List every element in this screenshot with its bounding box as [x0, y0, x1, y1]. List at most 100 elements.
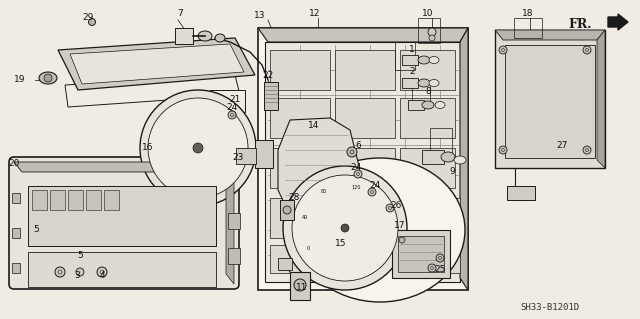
Bar	[335, 50, 395, 90]
Text: 11: 11	[296, 284, 308, 293]
Circle shape	[399, 237, 405, 243]
Text: 2: 2	[409, 68, 415, 77]
Ellipse shape	[429, 56, 439, 63]
Bar	[278, 258, 292, 270]
Bar	[12, 193, 20, 203]
Text: 9: 9	[449, 167, 455, 176]
Text: 14: 14	[308, 122, 320, 130]
Text: FR.: FR.	[568, 18, 592, 31]
Circle shape	[294, 279, 306, 291]
Bar	[398, 236, 444, 272]
Text: 80: 80	[321, 189, 327, 194]
Bar	[175, 28, 193, 44]
Ellipse shape	[422, 101, 434, 109]
Ellipse shape	[454, 156, 466, 164]
Bar	[264, 82, 278, 110]
Polygon shape	[460, 28, 468, 290]
Polygon shape	[70, 44, 244, 84]
Circle shape	[499, 146, 507, 154]
Polygon shape	[65, 75, 240, 107]
Circle shape	[583, 46, 591, 54]
Text: 24: 24	[227, 103, 237, 113]
Text: 120: 120	[351, 185, 360, 190]
Circle shape	[97, 267, 107, 277]
Bar	[392, 230, 450, 278]
Bar	[430, 128, 452, 156]
Text: 16: 16	[142, 144, 154, 152]
Text: 26: 26	[390, 202, 402, 211]
Ellipse shape	[435, 101, 445, 108]
Bar	[400, 98, 455, 138]
FancyBboxPatch shape	[9, 157, 239, 289]
Text: 18: 18	[522, 10, 534, 19]
Ellipse shape	[429, 79, 439, 86]
Bar	[335, 198, 460, 238]
Bar	[28, 252, 216, 287]
Circle shape	[283, 206, 291, 214]
Circle shape	[368, 188, 376, 196]
Bar	[50, 190, 65, 210]
Polygon shape	[278, 118, 360, 220]
Bar	[495, 30, 605, 168]
Bar	[402, 78, 418, 88]
Text: 4: 4	[99, 271, 105, 279]
Circle shape	[428, 264, 436, 272]
Bar	[270, 245, 330, 273]
Bar	[255, 140, 273, 168]
Circle shape	[499, 46, 507, 54]
Bar	[270, 50, 330, 90]
Text: 25: 25	[435, 265, 445, 275]
Circle shape	[428, 28, 436, 36]
Bar	[270, 148, 330, 188]
Polygon shape	[495, 30, 605, 40]
Ellipse shape	[441, 152, 455, 162]
Bar	[290, 272, 310, 300]
Bar	[236, 148, 256, 164]
Bar	[400, 148, 455, 188]
Bar	[395, 42, 415, 70]
Text: 1: 1	[409, 46, 415, 55]
Circle shape	[193, 143, 203, 153]
Text: 12: 12	[309, 10, 321, 19]
Bar	[505, 45, 595, 158]
Polygon shape	[14, 162, 234, 172]
Polygon shape	[258, 28, 468, 42]
Bar	[32, 190, 47, 210]
Circle shape	[341, 224, 349, 232]
Text: 22: 22	[262, 71, 274, 80]
Bar	[335, 245, 460, 273]
Text: 6: 6	[355, 140, 361, 150]
Text: 5: 5	[77, 251, 83, 261]
Circle shape	[55, 267, 65, 277]
Text: 15: 15	[335, 240, 347, 249]
Text: 40: 40	[301, 215, 308, 219]
Text: 17: 17	[394, 221, 406, 231]
Ellipse shape	[215, 34, 225, 42]
Text: 5: 5	[33, 226, 39, 234]
Bar	[514, 18, 542, 38]
Bar	[507, 186, 535, 200]
Ellipse shape	[418, 56, 430, 64]
Text: 24: 24	[350, 162, 362, 172]
Ellipse shape	[418, 79, 430, 87]
Circle shape	[429, 35, 435, 41]
Text: 8: 8	[425, 87, 431, 97]
Polygon shape	[58, 38, 255, 90]
Bar	[86, 190, 101, 210]
Bar	[280, 200, 294, 220]
Circle shape	[88, 19, 95, 26]
Bar	[402, 55, 418, 65]
Circle shape	[228, 111, 236, 119]
Text: 23: 23	[232, 153, 244, 162]
Polygon shape	[226, 162, 234, 284]
Bar	[270, 98, 330, 138]
Bar	[400, 50, 455, 90]
Bar	[335, 98, 395, 138]
Text: 19: 19	[14, 76, 26, 85]
Text: 21: 21	[229, 95, 241, 105]
Circle shape	[76, 268, 84, 276]
Bar	[210, 90, 245, 112]
Bar	[12, 228, 20, 238]
Bar	[270, 198, 330, 238]
Polygon shape	[597, 30, 605, 168]
